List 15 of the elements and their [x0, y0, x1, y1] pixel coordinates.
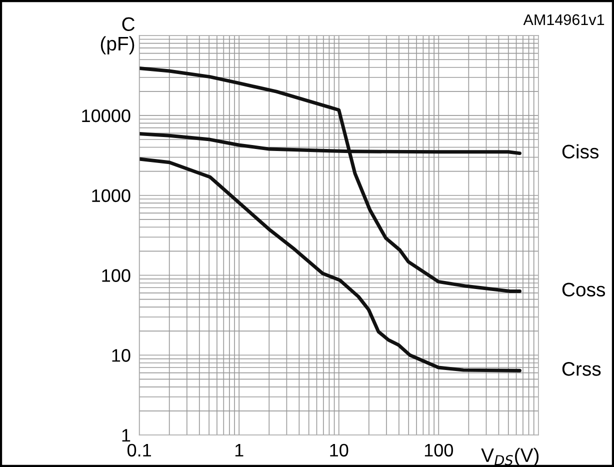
y-tick-label: 1000 — [92, 189, 130, 202]
y-tick-label: 100 — [102, 269, 130, 282]
text: Crss — [562, 362, 601, 376]
x-tick-label: 1 — [235, 444, 244, 456]
text: Ciss — [562, 144, 599, 159]
x-axis-title: V$_{DS}$(V) — [481, 448, 539, 466]
text: Coss — [562, 282, 606, 296]
x-tick-label: 100 — [424, 444, 453, 457]
y-axis-title: C (pF) — [100, 17, 135, 54]
y-tick-label: 1 — [122, 429, 130, 442]
y-tick-label: 10 — [112, 349, 130, 362]
x-tick-label: 10 — [330, 444, 348, 457]
x-tick-label: 0.1 — [127, 444, 151, 457]
text: AM14961v1 — [523, 14, 604, 26]
y-tick-label: 10000 — [82, 109, 130, 122]
